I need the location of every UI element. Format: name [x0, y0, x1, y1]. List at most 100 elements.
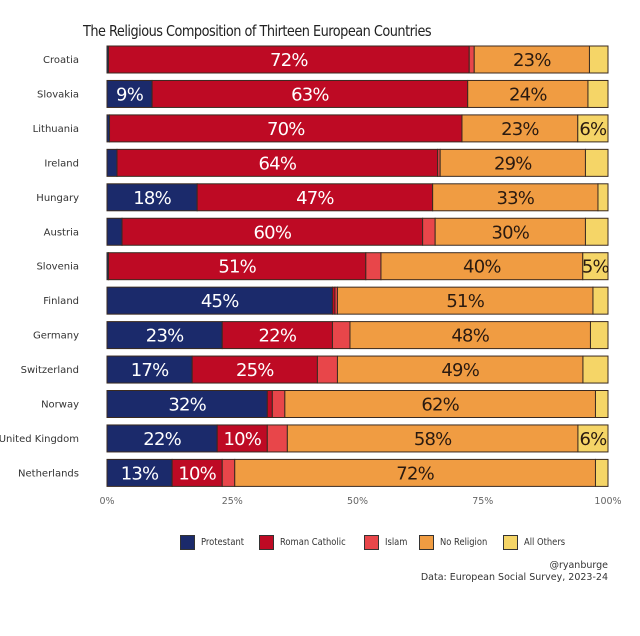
data-label-netherlands-no-religion: 72% [396, 463, 434, 484]
data-label-united-kingdom-no-religion: 58% [414, 429, 452, 450]
legend-swatch-roman-catholic [258, 535, 274, 550]
data-label-germany-no-religion: 48% [451, 326, 489, 347]
bar-segment-united-kingdom-all-others [577, 424, 609, 453]
data-label-croatia-no-religion: 23% [513, 50, 551, 71]
bar-row-lithuania: 70% 23% 6% [106, 114, 609, 143]
bar-segment-hungary-all-others [597, 183, 609, 212]
bar-segment-norway-all-others [594, 390, 609, 418]
data-label-united-kingdom-protestant: 22% [143, 429, 181, 450]
country-label-united-kingdom: United Kingdom [0, 434, 79, 445]
bar-segment-slovenia-islam [365, 252, 382, 281]
bar-segment-netherlands-islam [221, 458, 236, 487]
bar-segment-united-kingdom-islam [266, 424, 288, 453]
data-label-finland-no-religion: 51% [446, 291, 484, 312]
credit: @ryanburge Data: European Social Survey,… [421, 560, 608, 584]
bar-segment-switzerland-roman-catholic [191, 355, 318, 384]
bar-segment-united-kingdom-no-religion [286, 424, 579, 453]
bar-segment-netherlands-all-others [594, 458, 609, 487]
data-label-lithuania-all-others: 6% [579, 119, 607, 140]
bar-segment-slovakia-protestant [106, 79, 153, 108]
bar-segment-slovakia-roman-catholic [151, 79, 469, 108]
legend-label: No Religion [439, 537, 488, 548]
bar-segment-croatia-islam [468, 45, 475, 74]
bar-row-austria: 60% 30% [106, 217, 609, 246]
data-label-slovenia-no-religion: 40% [463, 257, 501, 278]
x-tick-label: 0% [99, 496, 114, 507]
country-label-germany: Germany [33, 331, 79, 342]
legend-label: Islam [384, 537, 407, 548]
country-label-croatia: Croatia [43, 55, 79, 66]
bar-row-united-kingdom: 22% 10% 58% 6% [106, 424, 609, 453]
country-label-switzerland: Switzerland [21, 365, 79, 376]
x-axis-ticks: 0% 25% 50% 75% 100% [99, 496, 621, 507]
bar-segment-croatia-no-religion [473, 45, 590, 74]
bar-row-slovakia: 9% 63% 24% [106, 79, 609, 108]
bar-segment-ireland-protestant [106, 148, 118, 177]
country-label-finland: Finland [43, 296, 79, 307]
legend-item-no-religion: No Religion [418, 535, 494, 550]
bar-segment-lithuania-roman-catholic [109, 114, 463, 143]
country-label-netherlands: Netherlands [18, 468, 79, 479]
bar-segment-netherlands-protestant [106, 458, 173, 487]
bar-segment-netherlands-no-religion [234, 458, 596, 487]
bar-segment-germany-no-religion [349, 321, 591, 350]
bar-segment-slovakia-no-religion [467, 79, 589, 108]
data-label-austria-no-religion: 30% [492, 222, 530, 243]
bar-row-slovenia: 51% 40% 5% [106, 252, 610, 281]
legend-item-islam: Islam [363, 535, 410, 550]
bar-row-ireland: 64% 29% [106, 148, 609, 177]
bar-segment-slovakia-all-others [587, 79, 609, 108]
data-label-lithuania-no-religion: 23% [501, 119, 539, 140]
bar-segment-united-kingdom-roman-catholic [216, 424, 268, 453]
legend-swatch-islam [363, 535, 379, 550]
credit-handle: @ryanburge [549, 560, 608, 571]
bar-segment-norway-islam [271, 390, 286, 418]
chart-title: The Religious Composition of Thirteen Eu… [83, 22, 432, 40]
bar-segment-switzerland-all-others [582, 355, 609, 384]
data-label-finland-protestant: 45% [201, 291, 239, 312]
data-label-croatia-roman-catholic: 72% [270, 50, 308, 71]
data-label-united-kingdom-roman-catholic: 10% [223, 429, 261, 450]
country-label-slovenia: Slovenia [36, 262, 79, 273]
bar-segment-lithuania-all-others [577, 114, 609, 143]
data-label-slovakia-no-religion: 24% [509, 84, 547, 105]
x-tick-label: 50% [347, 496, 368, 507]
bar-segment-switzerland-no-religion [336, 355, 584, 384]
bar-segment-hungary-no-religion [432, 183, 599, 212]
bar-segment-finland-no-religion [336, 286, 594, 315]
data-label-germany-protestant: 23% [146, 326, 184, 347]
country-label-norway: Norway [41, 400, 79, 411]
bar-row-norway: 32% 62% [106, 390, 609, 418]
data-label-netherlands-roman-catholic: 10% [178, 463, 216, 484]
data-label-netherlands-protestant: 13% [121, 463, 159, 484]
bar-row-netherlands: 13% 10% 72% [106, 458, 609, 487]
bar-segment-ireland-all-others [584, 148, 609, 177]
bar-segment-norway-no-religion [284, 390, 596, 418]
data-label-slovakia-roman-catholic: 63% [291, 84, 329, 105]
data-label-hungary-roman-catholic: 47% [296, 188, 334, 209]
country-label-slovakia: Slovakia [37, 89, 79, 100]
bar-segment-switzerland-protestant [106, 355, 193, 384]
bar-segment-austria-protestant [106, 217, 123, 246]
legend: Protestant Roman Catholic Islam No Religion… [180, 535, 579, 550]
bar-row-croatia: 72% 23% [106, 45, 609, 74]
bar-segment-switzerland-islam [316, 355, 338, 384]
data-label-switzerland-no-religion: 49% [441, 360, 479, 381]
legend-swatch-no-religion [418, 535, 434, 550]
bar-segment-netherlands-roman-catholic [171, 458, 223, 487]
data-label-hungary-protestant: 18% [133, 188, 171, 209]
data-label-switzerland-roman-catholic: 25% [236, 360, 274, 381]
bar-row-germany: 23% 22% 48% [106, 321, 609, 350]
x-tick-label: 100% [594, 496, 621, 507]
bar-row-switzerland: 17% 25% 49% [106, 355, 609, 384]
bar-segment-germany-protestant [106, 321, 223, 350]
data-label-hungary-no-religion: 33% [497, 188, 535, 209]
bar-segment-austria-all-others [584, 217, 609, 246]
bar-segment-finland-protestant [106, 286, 333, 315]
bar-segment-slovenia-all-others [582, 252, 609, 281]
x-tick-label: 75% [472, 496, 493, 507]
bar-segment-austria-roman-catholic [121, 217, 424, 246]
data-label-austria-roman-catholic: 60% [254, 222, 292, 243]
bar-segment-hungary-protestant [106, 183, 198, 212]
